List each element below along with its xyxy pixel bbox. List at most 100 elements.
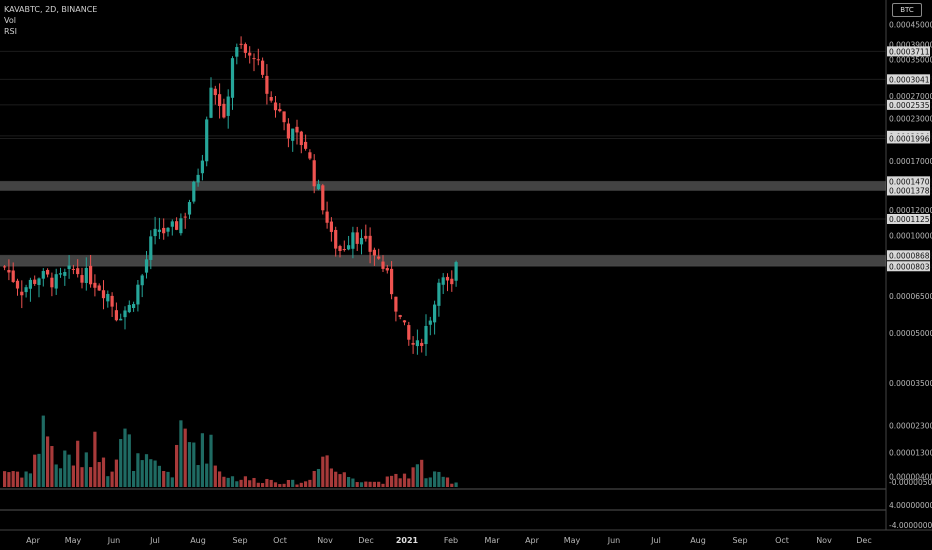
volume-bar <box>368 481 372 487</box>
volume-bar <box>390 475 394 487</box>
volume-bar <box>355 482 359 487</box>
volume-bar <box>28 473 32 487</box>
volume-bar <box>321 456 325 487</box>
price-tick-label: 0.00003500 <box>889 379 932 388</box>
candle-body <box>454 262 458 281</box>
candle-body <box>175 221 179 230</box>
currency-badge[interactable]: BTC <box>892 3 922 17</box>
volume-bar <box>153 460 157 487</box>
volume-bar <box>441 476 445 487</box>
volume-bar <box>162 471 166 487</box>
candle-body <box>411 343 415 345</box>
candle-body <box>235 47 239 57</box>
volume-bar <box>239 479 243 487</box>
candle-body <box>166 227 170 232</box>
candle-body <box>342 249 346 251</box>
volume-bar <box>67 454 71 487</box>
volume-bar <box>140 460 144 487</box>
candle-body <box>123 310 127 318</box>
candle-body <box>15 280 20 289</box>
volume-bar <box>179 420 183 487</box>
candle-body <box>153 228 157 237</box>
time-tick-label: Jul <box>650 536 661 545</box>
volume-bar <box>334 471 338 487</box>
candle-body <box>381 261 385 269</box>
volume-bar <box>84 452 88 487</box>
level-label-box <box>887 185 930 196</box>
rsi-indicator-label[interactable]: RSI <box>4 27 17 36</box>
candle-body <box>445 276 450 281</box>
volume-bar <box>291 479 295 487</box>
candle-body <box>209 87 213 118</box>
time-tick-label: Jun <box>607 536 621 545</box>
volume-bar <box>50 446 54 487</box>
candle-body <box>84 267 88 283</box>
volume-bar <box>437 471 441 487</box>
volume-bar <box>299 482 303 487</box>
volume-bar <box>41 415 45 487</box>
candle-body <box>132 304 136 309</box>
time-tick-label: Sep <box>232 536 247 545</box>
volume-bar <box>132 470 136 487</box>
volume-bar <box>243 476 247 487</box>
candle-body <box>394 296 398 312</box>
candle-body <box>46 269 50 275</box>
volume-bar <box>24 471 28 487</box>
volume-bar <box>398 478 402 487</box>
rsi-tick-label: -4.00000000 <box>889 521 932 530</box>
volume-bar <box>273 482 278 487</box>
volume-bar <box>15 471 20 487</box>
candle-body <box>80 275 84 283</box>
volume-bar <box>76 440 80 487</box>
volume-bar <box>71 465 75 487</box>
volume-bar <box>411 467 415 487</box>
candle-body <box>114 310 118 321</box>
volume-bar <box>316 468 321 487</box>
time-tick-label: Nov <box>317 536 333 545</box>
time-tick-label: Apr <box>525 536 540 545</box>
candle-body <box>424 325 428 345</box>
volume-bar <box>97 462 101 487</box>
candle-body <box>7 270 11 273</box>
volume-bar <box>183 428 187 487</box>
time-tick-label: Oct <box>775 536 789 545</box>
candle-body <box>192 181 196 202</box>
volume-bar <box>157 465 161 487</box>
volume-bar <box>222 476 226 487</box>
level-label: 0.00008688 <box>889 251 932 260</box>
volume-bar <box>278 484 282 487</box>
candle-body <box>312 160 316 187</box>
volume-bar <box>200 433 204 487</box>
volume-bar <box>394 473 398 487</box>
volume-bar <box>433 471 437 487</box>
candle-body <box>136 284 140 305</box>
candle-body <box>170 221 174 227</box>
volume-bar <box>445 477 450 487</box>
price-tick-label: 0.00006500 <box>889 292 932 301</box>
volume-indicator-label[interactable]: Vol <box>4 16 16 25</box>
time-tick-label: Oct <box>273 536 287 545</box>
volume-bar <box>209 434 213 487</box>
candle-body <box>329 221 333 232</box>
volume-bar <box>149 459 153 487</box>
level-label: 0.00013785 <box>889 186 932 195</box>
volume-bar <box>381 483 385 487</box>
time-tick-label: May <box>564 536 581 545</box>
price-tick-label: 0.00010000 <box>889 232 932 241</box>
volume-bar <box>235 481 239 487</box>
volume-tick-label: 0.00000400 <box>889 472 932 481</box>
candle-body <box>89 265 93 285</box>
price-candles <box>3 36 458 356</box>
candle-body <box>28 279 32 289</box>
candle-body <box>372 249 376 256</box>
volume-bar <box>58 468 63 487</box>
level-label: 0.00011250 <box>889 215 932 224</box>
time-tick-label: Aug <box>690 536 706 545</box>
candle-body <box>252 58 256 60</box>
rsi-tick-label: 4.00000000 <box>889 501 932 510</box>
candle-body <box>334 229 338 249</box>
candle-body <box>415 340 419 347</box>
level-label: 0.00019961 <box>889 134 932 143</box>
candle-body <box>265 75 269 94</box>
